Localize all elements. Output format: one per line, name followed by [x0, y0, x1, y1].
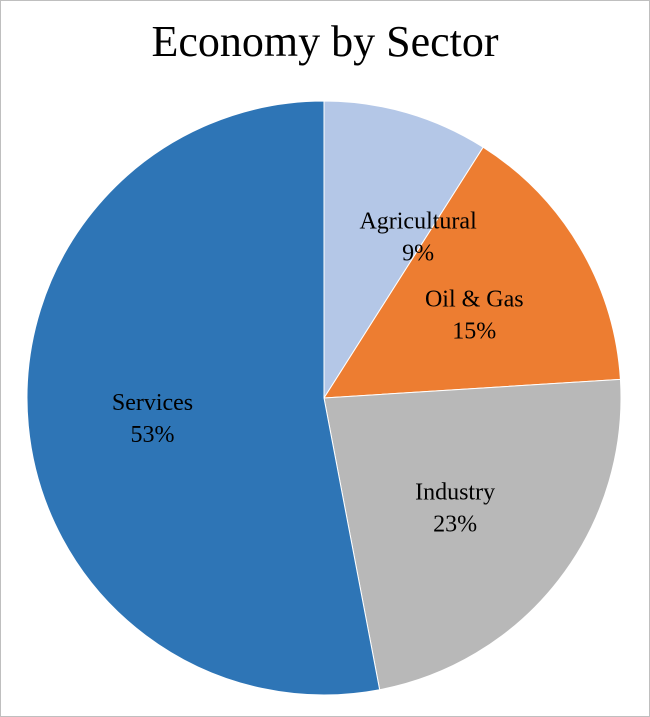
- chart-title: Economy by Sector: [151, 17, 498, 66]
- pie-slice-oil-gas: [323, 146, 621, 399]
- slice-category-label: Agricultural: [359, 209, 477, 235]
- slice-category-label: Industry: [415, 480, 495, 506]
- pie-slices: [26, 100, 622, 696]
- pie-slice-industry: [323, 378, 622, 691]
- pie-slice-services: [26, 100, 381, 696]
- slice-percent-label: 53%: [131, 422, 175, 448]
- slice-category-label: Services: [112, 390, 193, 416]
- pie-labels: Agricultural 9% Oil & Gas 15% Industry 23% Ser…: [112, 209, 524, 538]
- slice-category-label: Oil & Gas: [425, 286, 524, 312]
- pie-slice-agricultural: [323, 100, 484, 400]
- slice-percent-label: 9%: [402, 241, 434, 267]
- slice-percent-label: 23%: [433, 512, 477, 538]
- slice-percent-label: 15%: [452, 318, 496, 344]
